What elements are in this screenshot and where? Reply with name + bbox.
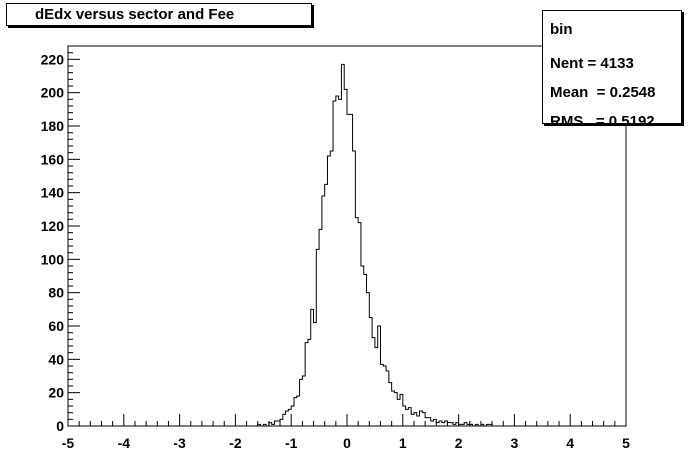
y-axis: 0 20 40 60 80 100 120 140 160 180 200 220 xyxy=(41,45,80,434)
y-tick-label: 80 xyxy=(48,285,64,301)
stats-rms: RMS = 0.5192 xyxy=(550,113,655,130)
y-tick-label: 120 xyxy=(41,218,65,234)
stats-box: bin Nent = 4133 Mean = 0.2548 RMS = 0.51… xyxy=(542,10,682,130)
y-tick-label: 200 xyxy=(41,85,65,101)
x-tick-label: 5 xyxy=(622,435,630,451)
stats-entries: Nent = 4133 xyxy=(550,55,634,72)
x-tick-label: -4 xyxy=(118,435,131,451)
y-tick-label: 100 xyxy=(41,251,65,267)
x-tick-label: -3 xyxy=(173,435,186,451)
x-tick-label: 1 xyxy=(399,435,407,451)
y-tick-label: 220 xyxy=(41,51,65,67)
histogram-line xyxy=(68,63,626,427)
x-tick-label: -1 xyxy=(285,435,298,451)
x-tick-label: 3 xyxy=(511,435,519,451)
y-tick-label: 180 xyxy=(41,118,65,134)
x-tick-label: 2 xyxy=(455,435,463,451)
x-tick-label: -2 xyxy=(229,435,242,451)
x-tick-label: -5 xyxy=(62,435,75,451)
y-tick-label: 160 xyxy=(41,151,65,167)
y-tick-label: 0 xyxy=(56,418,64,434)
y-tick-label: 140 xyxy=(41,185,65,201)
y-tick-label: 40 xyxy=(48,351,64,367)
x-tick-label: 0 xyxy=(343,435,351,451)
x-tick-label: 4 xyxy=(566,435,574,451)
chart-title: dEdx versus sector and Fee xyxy=(35,6,235,23)
y-tick-label: 60 xyxy=(48,318,64,334)
stats-name: bin xyxy=(550,21,573,38)
title-box: dEdx versus sector and Fee xyxy=(6,3,312,26)
stats-mean: Mean = 0.2548 xyxy=(550,84,656,101)
y-tick-label: 20 xyxy=(48,385,64,401)
x-axis: -5 -4 -3 -2 -1 0 1 2 3 4 5 xyxy=(62,414,630,451)
